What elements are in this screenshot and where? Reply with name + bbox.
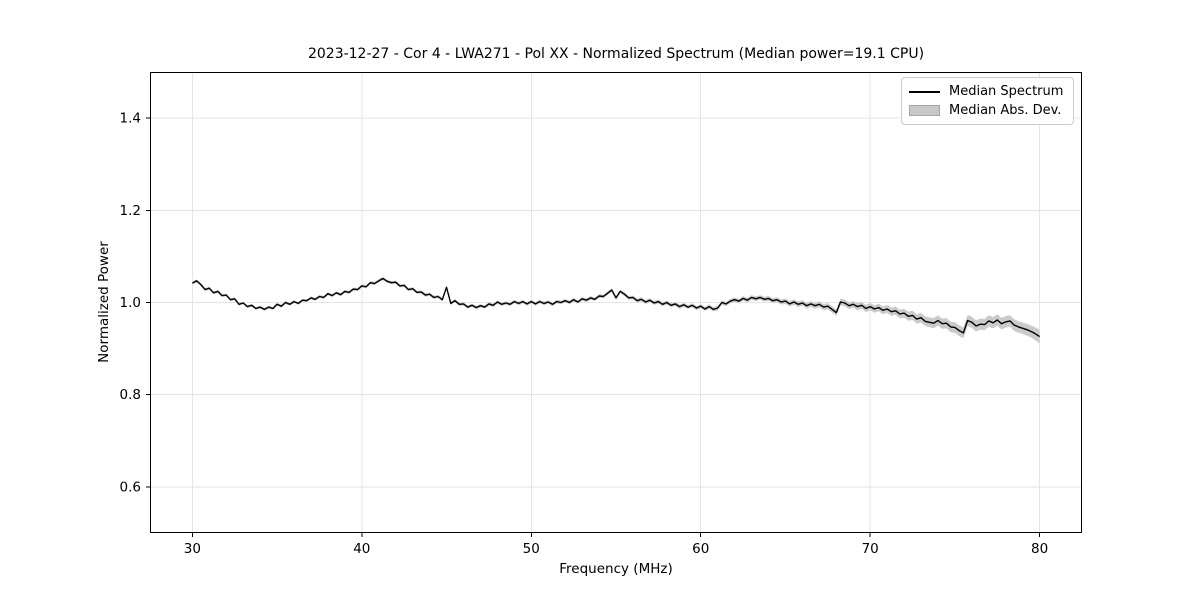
tick-labels: 30 40 50 60 70 80 0.6 0.8 1.0 1.2 1.4 [120, 111, 1049, 557]
legend-label-median-abs-dev: Median Abs. Dev. [949, 103, 1062, 118]
median-abs-dev-patch-swatch [909, 105, 940, 116]
y-axis-label: Normalized Power [96, 241, 112, 363]
ticks [146, 117, 1041, 537]
x-tick-label: 60 [692, 541, 709, 557]
chart-title: 2023-12-27 - Cor 4 - LWA271 - Pol XX - N… [307, 46, 925, 62]
legend: Median Spectrum Median Abs. Dev. [901, 77, 1074, 125]
y-tick-label: 0.8 [120, 387, 141, 403]
median-spectrum-line-swatch [909, 90, 940, 93]
x-tick-label: 50 [523, 541, 540, 557]
x-tick-label: 70 [862, 541, 879, 557]
y-tick-label: 1.0 [120, 295, 141, 311]
y-tick-label: 1.4 [120, 111, 141, 127]
axes-box [150, 72, 1082, 533]
y-tick-label: 1.2 [120, 203, 141, 219]
x-tick-label: 30 [184, 541, 201, 557]
median-line [192, 277, 1040, 338]
x-tick-label: 40 [353, 541, 370, 557]
y-tick-label: 0.6 [120, 479, 141, 495]
legend-item-median-abs-dev: Median Abs. Dev. [909, 101, 1066, 120]
legend-label-median-spectrum: Median Spectrum [949, 84, 1064, 99]
x-tick-label: 80 [1031, 541, 1048, 557]
legend-item-median-spectrum: Median Spectrum [909, 82, 1066, 101]
mad-band [192, 277, 1040, 344]
x-axis-label: Frequency (MHz) [559, 561, 673, 577]
grid [150, 72, 1082, 533]
